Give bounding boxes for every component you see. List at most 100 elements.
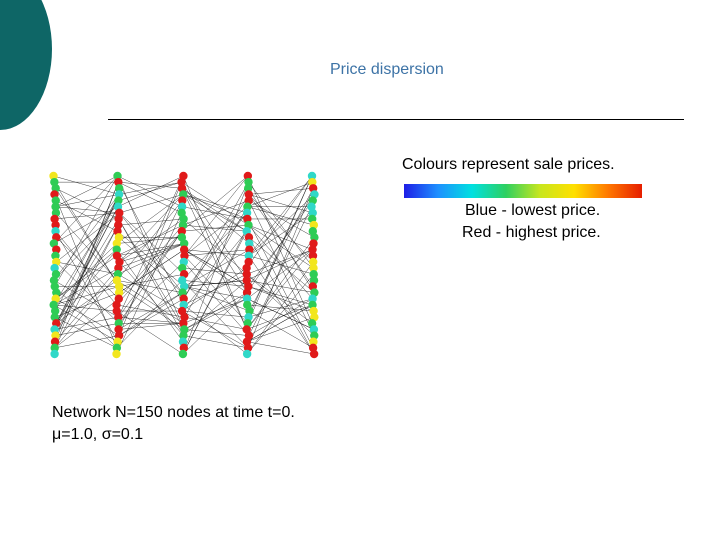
network-node [50,325,59,334]
network-node [179,343,189,353]
network-edge [54,286,118,349]
network-edge [119,286,185,330]
network-edge [116,280,183,349]
network-node [112,349,121,359]
network-node [178,196,187,205]
legend-caption: Colours represent sale prices. [402,156,615,173]
network-caption: Network N=150 nodes at time t=0. [52,404,295,421]
network-node [244,251,253,260]
network-edge [118,316,184,324]
network-edge [248,224,313,250]
network-edge [54,182,119,348]
network-edge [246,341,315,355]
network-edge [248,188,314,195]
network-edge [55,249,117,299]
network-edge [116,194,184,244]
network-edge [119,273,185,287]
network-node [177,177,186,187]
network-edge [118,181,183,189]
network-node [308,294,317,303]
network-edge [119,298,184,336]
network-edge [53,304,117,312]
network-edge [247,218,314,348]
network-edge [116,304,185,318]
network-edge [119,243,185,263]
network-node [51,202,60,211]
network-node [50,337,60,346]
network-edge [56,194,120,324]
legend-high-label: Red - highest price. [462,224,601,241]
network-edge [247,175,313,324]
network-edge [246,316,315,342]
network-node [115,184,124,193]
network-edge [247,298,314,330]
network-edge [246,249,313,275]
network-node [114,319,123,328]
network-diagram [49,171,319,359]
network-edge [183,194,248,220]
network-node [243,184,253,193]
network-edge [246,304,313,342]
network-node [51,227,60,236]
network-node [309,349,319,359]
network-edge [183,218,247,275]
network-edge [184,292,248,330]
network-node [244,190,253,199]
corner-decoration [0,0,52,130]
network-edge [55,206,120,214]
network-edge [181,181,249,226]
network-edge [183,280,247,336]
network-edge [182,206,248,220]
network-edge [249,310,314,349]
network-edge [181,267,247,312]
title-divider [108,119,684,120]
network-edge [247,304,314,312]
network-edge [248,194,315,256]
legend-low-label: Blue - lowest price. [465,202,601,219]
network-node [308,208,317,218]
network-edge [247,181,313,207]
network-node [310,233,319,242]
network-edge [181,188,247,330]
network-node [113,337,122,346]
network-edge [248,224,313,299]
network-edge [181,188,247,232]
network-edge [116,231,182,306]
network-node [244,233,254,242]
network-edge [116,280,183,293]
network-node [50,343,59,353]
network-edge [181,231,247,312]
network-node [50,306,60,316]
network-node [50,349,59,359]
network-edge [247,188,315,293]
network-node [243,171,253,181]
network-edge [248,255,315,355]
network-node [309,325,319,334]
network-edge [247,206,314,226]
network-edge [119,181,182,195]
network-node [114,190,124,199]
network-edge [184,316,247,330]
network-node [309,306,318,316]
network-edge [181,224,249,232]
network-node [308,251,318,260]
network-edge [248,255,314,275]
network-edge [54,267,119,342]
network-edge [118,224,184,299]
network-node [49,276,59,285]
network-node [178,337,188,346]
network-node [309,263,318,273]
network-edge [183,335,249,349]
network-node [242,270,251,279]
network-edge [56,212,120,263]
network-edge [116,249,184,342]
network-edge [119,292,183,336]
network-edge [53,206,119,244]
network-edge [55,255,118,299]
network-edge [181,188,250,244]
network-edge [182,212,248,293]
network-edge [119,212,185,275]
network-edge [56,206,119,324]
slide-title: Price dispersion [330,61,444,78]
network-edge [118,261,184,324]
